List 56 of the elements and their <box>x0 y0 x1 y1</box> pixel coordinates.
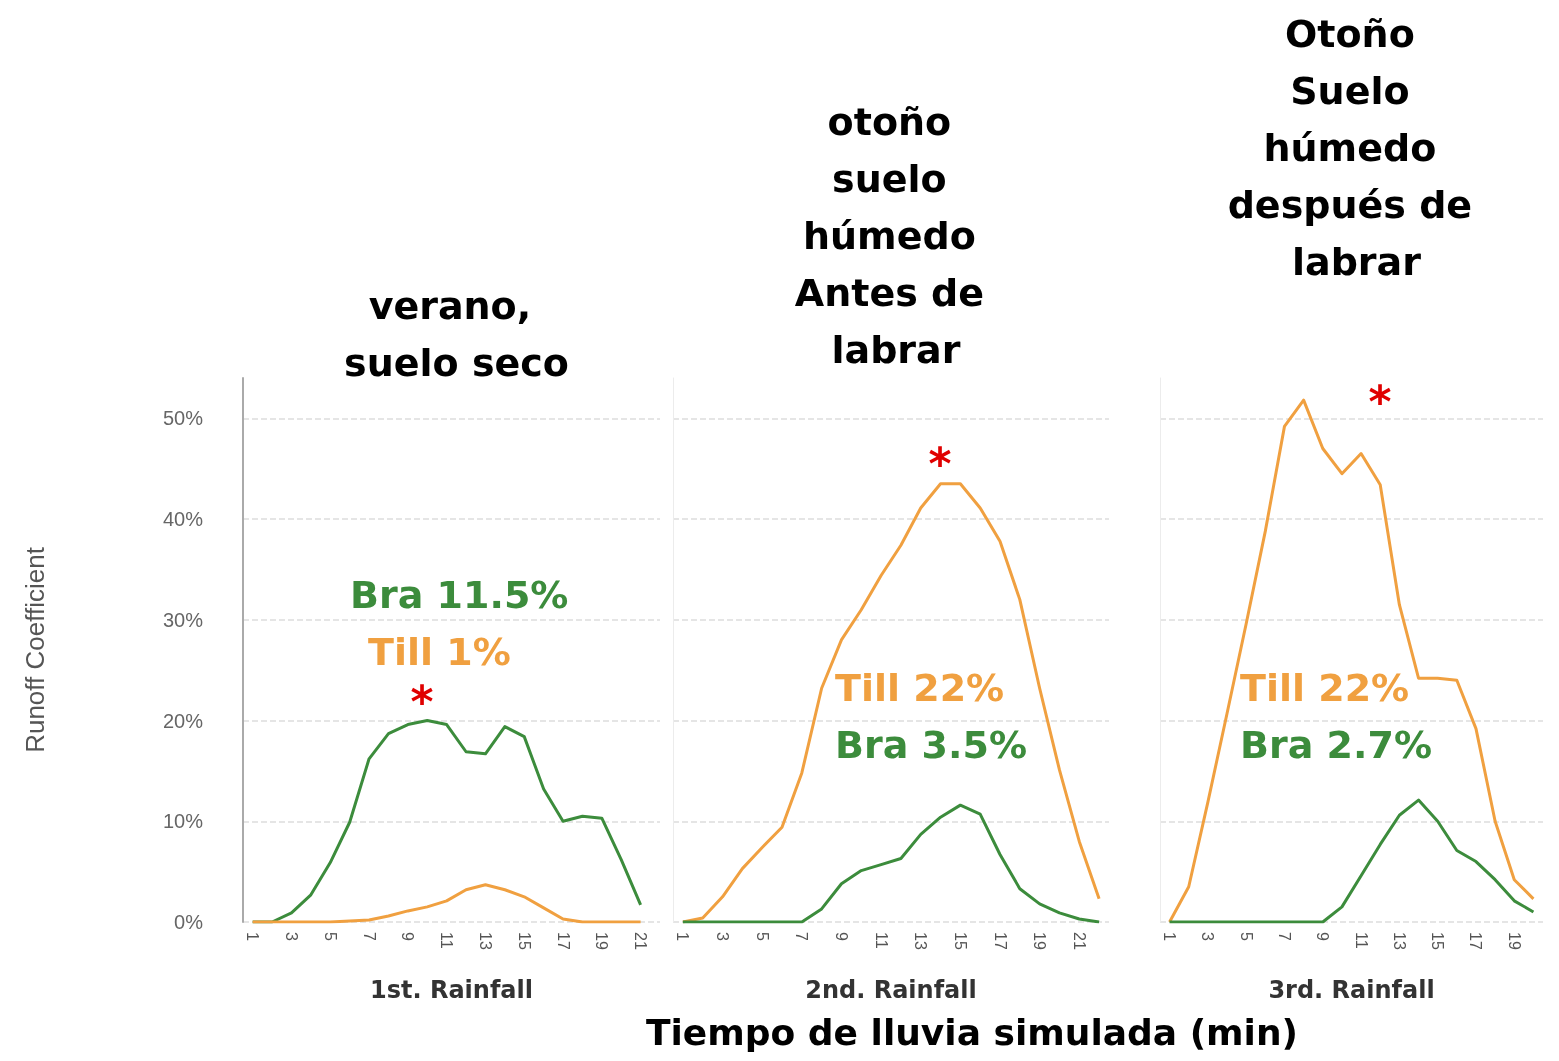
x-tick-label: 13 <box>912 932 930 950</box>
x-tick-label: 7 <box>793 932 811 941</box>
x-tick-label: 1 <box>674 932 692 941</box>
x-tick-label: 3 <box>1199 932 1217 941</box>
x-tick-label: 15 <box>515 932 533 950</box>
y-tick-label: 10% <box>162 810 204 833</box>
chart-title: Otoño Suelo húmedo después de labrar <box>1227 11 1486 284</box>
x-tick-label: 21 <box>1070 932 1088 950</box>
y-tick-label: 50% <box>162 407 204 430</box>
y-tick-label: 0% <box>174 911 204 933</box>
x-axis-title: 2nd. Rainfall <box>805 976 977 1004</box>
x-tick-label: 21 <box>632 932 650 950</box>
x-axis-title: 1st. Rainfall <box>369 976 534 1004</box>
y-tick-label: 20% <box>162 709 204 732</box>
x-tick-label: 9 <box>399 932 417 941</box>
x-tick-label: 15 <box>951 932 969 950</box>
x-tick-label: 19 <box>1505 932 1523 950</box>
annotation: Till 1% <box>368 630 511 674</box>
annotation: Till 22% <box>835 666 1005 710</box>
annotation: Till 22% <box>1240 666 1410 710</box>
x-tick-label: 3 <box>714 932 732 941</box>
annotation: Bra 2.7% <box>1240 723 1432 767</box>
annotation: Bra 11.5% <box>350 573 569 617</box>
annotation: Bra 3.5% <box>835 723 1027 767</box>
x-tick-label: 13 <box>1390 932 1408 950</box>
chart-title: otoño suelo húmedo Antes de labrar <box>794 99 998 372</box>
line-series <box>251 883 643 924</box>
y-tick-label: 30% <box>162 608 204 631</box>
x-tick-label: 1 <box>244 932 262 941</box>
x-tick-label: 5 <box>321 932 339 941</box>
y-tick-label: 40% <box>162 508 204 531</box>
x-axis-title: 3rd. Rainfall <box>1268 976 1435 1004</box>
x-tick-label: 7 <box>1275 932 1293 941</box>
x-tick-label: 5 <box>753 932 771 941</box>
text: Tiempo de lluvia simulada (min) <box>645 1012 1299 1053</box>
x-tick-label: 11 <box>872 932 890 949</box>
x-tick-label: 9 <box>1314 932 1332 941</box>
annotation: * <box>410 676 434 727</box>
x-tick-label: 15 <box>1429 932 1447 950</box>
x-tick-label: 1 <box>1161 932 1179 941</box>
x-tick-label: 3 <box>282 932 300 941</box>
y-axis-title: Runoff Coefficient <box>20 546 50 753</box>
annotation: * <box>928 438 952 489</box>
x-tick-label: 17 <box>1467 932 1485 950</box>
x-tick-label: 17 <box>991 932 1009 950</box>
chart-title: verano, suelo seco <box>344 283 569 385</box>
x-tick-label: 5 <box>1237 932 1255 941</box>
x-tick-label: 11 <box>438 932 456 949</box>
x-tick-label: 11 <box>1352 932 1370 949</box>
x-tick-label: 9 <box>832 932 850 941</box>
x-tick-label: 19 <box>593 932 611 950</box>
x-tick-label: 13 <box>476 932 494 950</box>
x-tick-label: 19 <box>1031 932 1049 950</box>
x-tick-label: 7 <box>360 932 378 941</box>
annotation: * <box>1368 376 1392 427</box>
x-tick-label: 17 <box>554 932 572 950</box>
